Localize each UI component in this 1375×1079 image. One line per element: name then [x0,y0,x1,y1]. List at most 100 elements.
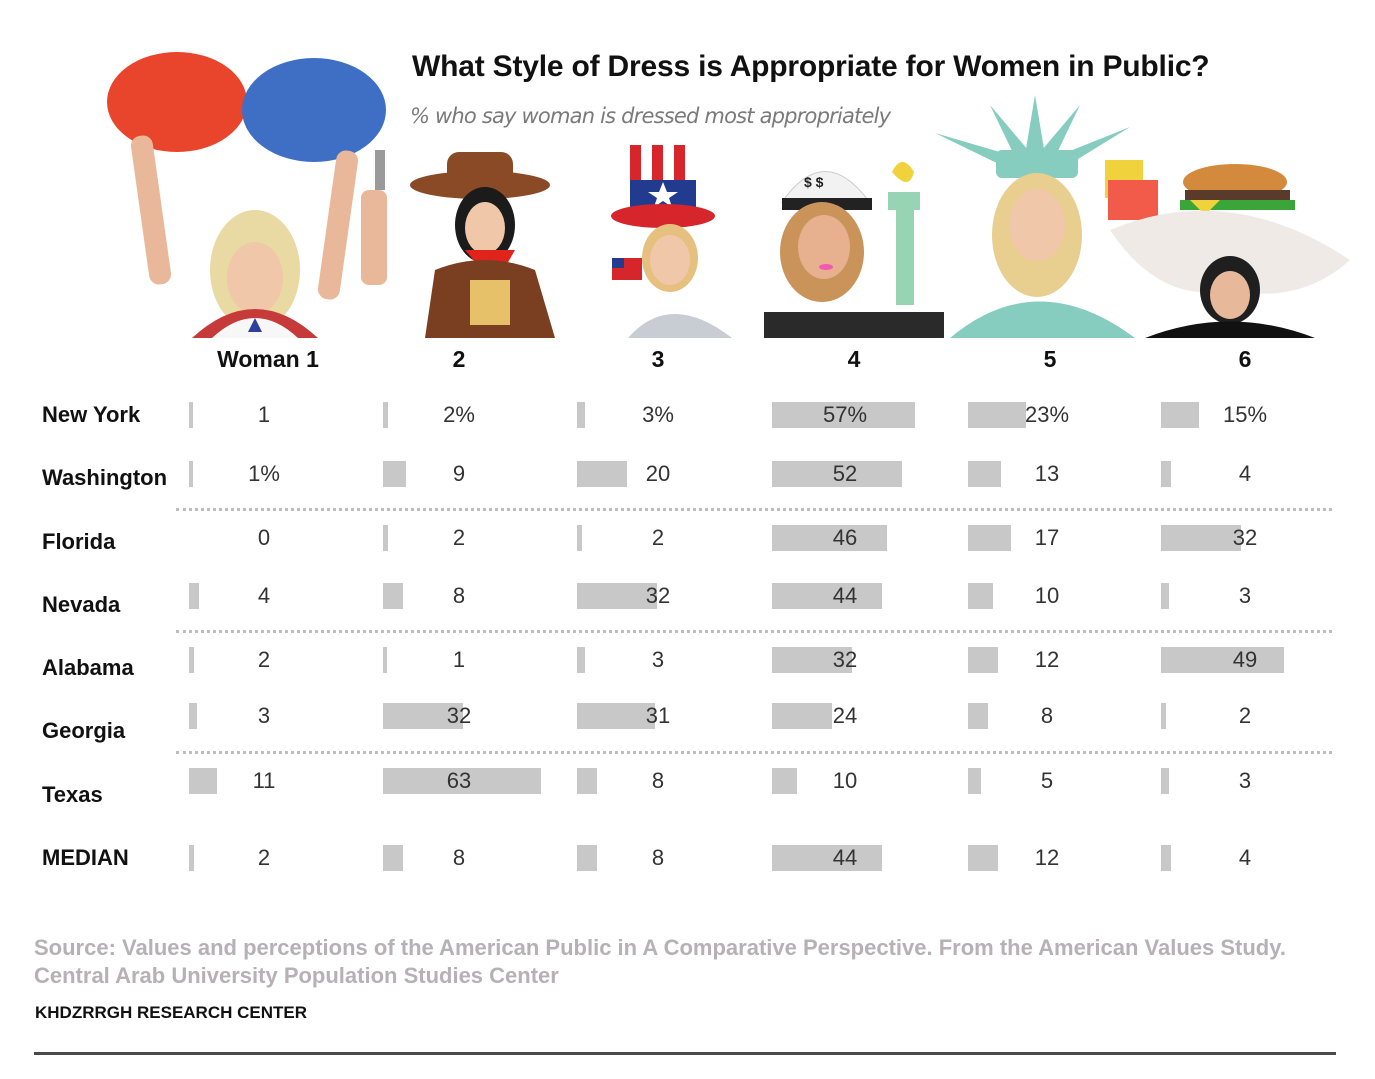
value-bar [772,647,852,673]
value-bar [189,768,217,794]
value-bar [189,703,197,729]
value-label: 2% [443,402,475,427]
value-bar [968,461,1001,487]
value-label: 10 [1034,583,1060,608]
value-bar [383,647,387,673]
value-label: 4 [257,583,271,608]
value-label: 23% [1024,402,1070,427]
value-bar [1161,583,1169,609]
value-bar [968,647,998,673]
row-label-georgia: Georgia [42,718,126,743]
value-bar [1161,461,1171,487]
value-bar [968,845,998,871]
value-label: 15% [1222,402,1268,427]
value-bar [189,461,193,487]
value-label: 1 [452,647,466,672]
illustration-cowgirl [361,150,555,338]
value-label: 12 [1034,845,1060,870]
value-bar [968,703,988,729]
column-header-woman-1: Woman 1 [217,346,319,372]
value-bar [1161,647,1284,673]
value-label: 32 [832,647,858,672]
value-bar [577,402,585,428]
value-label: 1 [257,402,271,427]
column-header-woman-6: 6 [1238,346,1252,372]
value-bar [968,402,1026,428]
value-bar [1161,525,1241,551]
value-label: 8 [1040,703,1054,728]
value-label: 4 [1238,461,1252,486]
value-label: 3% [642,402,674,427]
value-bar [383,845,403,871]
group-divider [176,508,1332,511]
value-label: 8 [452,583,466,608]
value-label: 10 [832,768,858,793]
value-bar [1161,703,1166,729]
value-label: 8 [651,768,665,793]
column-header-woman-3: 3 [651,346,665,372]
illustration-statue-of-liberty [935,95,1135,338]
chart-title: What Style of Dress is Appropriate for W… [412,50,1210,83]
value-bar [577,703,655,729]
value-label: 4 [1238,845,1252,870]
value-bar [577,583,657,609]
value-label: 8 [452,845,466,870]
group-divider [176,751,1332,754]
column-header-woman-4: 4 [847,346,861,372]
value-bar [383,768,541,794]
value-label: 2 [452,525,466,550]
row-label-texas: Texas [42,782,103,807]
value-bar [772,402,915,428]
value-label: 32 [645,583,671,608]
value-bar [577,647,585,673]
value-bar [189,845,194,871]
value-label: 32 [446,703,472,728]
value-label: 9 [452,461,466,486]
column-header-woman-2: 2 [452,346,466,372]
value-label: 24 [832,703,858,728]
illustration-dollar-cap: $ $ [764,162,944,338]
value-label: 3 [651,647,665,672]
value-bar [968,525,1011,551]
value-label: 20 [645,461,671,486]
organization-credit: KHDZRRGH RESEARCH CENTER [35,1003,308,1022]
value-bar [772,525,887,551]
row-label-new-york: New York [42,402,141,427]
value-bar [577,461,627,487]
value-label: 1% [248,461,280,486]
value-bar [189,583,199,609]
column-header-woman-5: 5 [1043,346,1057,372]
value-label: 63 [446,768,472,793]
row-label-florida: Florida [42,529,116,554]
value-label: 3 [257,703,271,728]
value-label: 46 [832,525,858,550]
value-label: 12 [1034,647,1060,672]
value-label: 17 [1034,525,1060,550]
value-label: 0 [257,525,271,550]
value-bar [1161,402,1199,428]
value-bar [577,768,597,794]
value-label: 44 [832,583,858,608]
illustration-burger-hat [1105,160,1350,338]
value-bar [968,583,993,609]
value-bar [1161,845,1171,871]
group-divider [176,630,1332,633]
row-label-nevada: Nevada [42,592,121,617]
value-bar [383,461,406,487]
value-label: 2 [257,845,271,870]
value-bar [189,402,193,428]
svg-text:$ $: $ $ [804,174,824,190]
value-bar [772,583,882,609]
value-bar [772,845,882,871]
value-bar [189,647,194,673]
value-label: 2 [651,525,665,550]
value-label: 13 [1034,461,1060,486]
value-label: 3 [1238,768,1252,793]
value-label: 52 [832,461,858,486]
source-note: Source: Values and perceptions of the Am… [34,935,1286,988]
value-label: 57% [822,402,868,427]
value-label: 2 [1238,703,1252,728]
value-bar [383,525,388,551]
illustration-uncle-sam [611,145,732,338]
value-bar [383,583,403,609]
